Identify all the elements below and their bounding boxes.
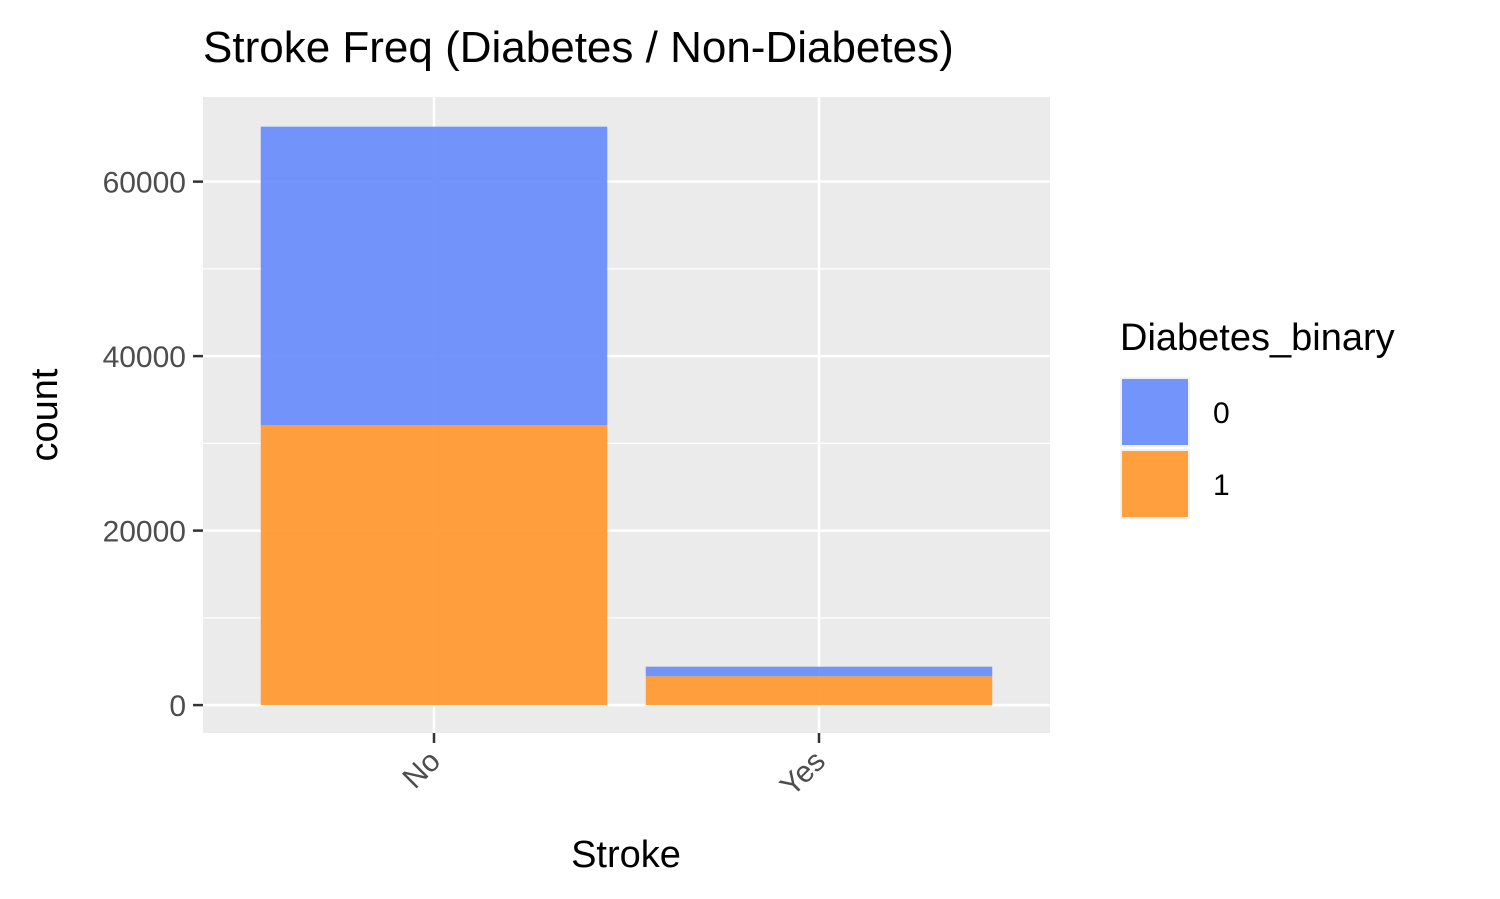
x-axis: No Yes: [396, 733, 832, 803]
bar-no-series-1: [260, 425, 608, 706]
bars: [260, 126, 993, 706]
legend-key-1: [1122, 451, 1188, 517]
y-tick-label: 60000: [103, 167, 186, 200]
x-axis-title: Stroke: [571, 834, 681, 876]
y-axis-title: count: [24, 368, 66, 461]
y-tick-label: 40000: [103, 341, 186, 374]
chart-title: Stroke Freq (Diabetes / Non-Diabetes): [203, 23, 954, 72]
y-axis: 0 20000 40000 60000: [103, 167, 203, 723]
bar-yes-series-1: [645, 676, 993, 706]
legend-label-1: 1: [1213, 469, 1230, 502]
y-tick-label: 20000: [103, 516, 186, 549]
legend-label-0: 0: [1213, 397, 1230, 430]
y-tick-label: 0: [169, 690, 186, 723]
bar-no-series-0: [260, 126, 608, 426]
x-tick-label-yes: Yes: [774, 745, 832, 803]
legend-key-0: [1122, 379, 1188, 445]
x-tick-label-no: No: [396, 745, 446, 795]
legend-title: Diabetes_binary: [1120, 317, 1395, 359]
bar-yes-series-0: [645, 666, 993, 677]
legend: Diabetes_binary 0 1: [1120, 317, 1395, 519]
